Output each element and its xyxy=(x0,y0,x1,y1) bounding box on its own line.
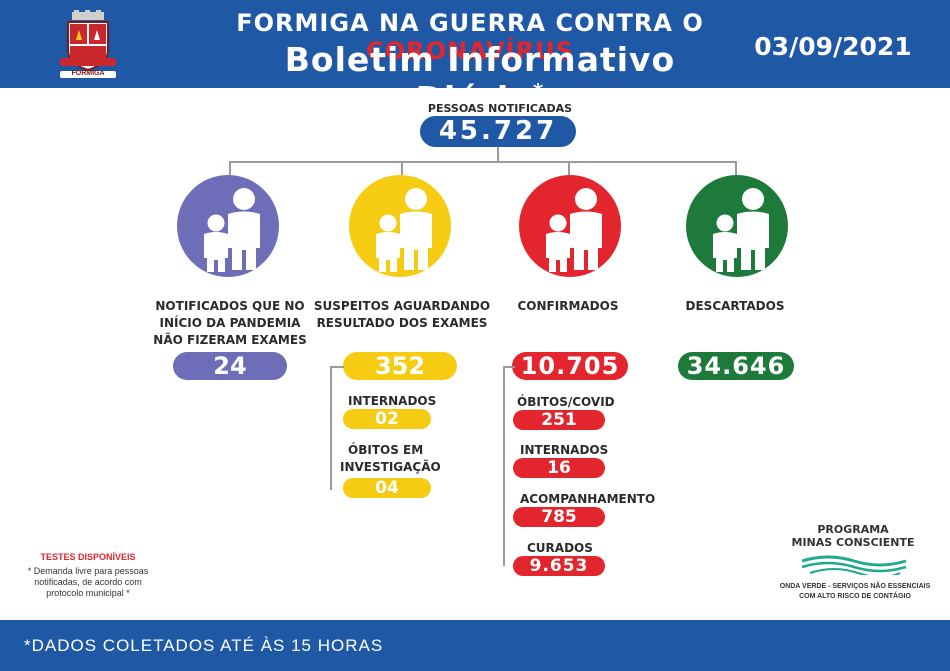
tests-note: * Demanda livre para pessoas notificadas,… xyxy=(27,566,149,598)
category-label-discarded: DESCARTADOS xyxy=(685,299,785,313)
value-confirmed: 10.705 xyxy=(512,352,628,380)
header-title-highlight: CORONAVÍRUS xyxy=(366,37,574,65)
confirmed-deaths-value: 251 xyxy=(513,410,605,430)
header-bar xyxy=(0,0,950,88)
confirmed-hospitalized-value: 16 xyxy=(513,458,605,478)
category-label-no-exam: NOTIFICADOS QUE NO INÍCIO DA PANDEMIA NÃO … xyxy=(153,299,307,347)
value-no-exam: 24 xyxy=(173,352,287,380)
connector-branch-1 xyxy=(229,161,231,175)
confirmed-hospitalized-label: INTERNADOS xyxy=(520,443,609,457)
category-label-confirmed: CONFIRMADOS xyxy=(517,299,619,313)
connector-branch-3 xyxy=(568,161,570,175)
suspects-hospitalized-label: INTERNADOS xyxy=(348,394,437,408)
family-icon-suspects xyxy=(348,174,452,278)
suspects-hospitalized-value: 02 xyxy=(343,409,431,429)
connector-branch-4 xyxy=(735,161,737,175)
value-suspects: 352 xyxy=(343,352,457,380)
city-crest-logo: FORMIGA xyxy=(58,10,118,80)
family-icon-no-exam xyxy=(176,174,280,278)
program-title: PROGRAMA MINAS CONSCIENTE xyxy=(791,523,915,549)
suspects-subtree-line xyxy=(330,366,332,490)
category-label-suspects: SUSPEITOS AGUARDANDO RESULTADO DOS EXAMES xyxy=(313,299,491,330)
connector-branch-2 xyxy=(401,161,403,175)
header-subtitle: Boletim Informativo Diário* xyxy=(245,40,715,118)
crest-text: FORMIGA xyxy=(71,70,105,77)
connector-root xyxy=(497,147,499,161)
suspects-deaths-investigation-label: ÓBITOS EM INVESTIGAÇÃO xyxy=(340,443,441,474)
header-subtitle-mark: * xyxy=(532,79,545,103)
header-subtitle-text: Boletim Informativo Diário xyxy=(284,40,676,118)
confirmed-recovered-label: CURADOS xyxy=(527,541,593,555)
header-title-prefix: FORMIGA NA GUERRA CONTRA O xyxy=(236,9,704,37)
tests-title: TESTES DISPONÍVEIS xyxy=(40,552,136,562)
confirmed-deaths-label: ÓBITOS/COVID xyxy=(517,395,615,409)
total-value-pill: 45.727 xyxy=(420,116,576,147)
header-title: FORMIGA NA GUERRA CONTRA O CORONAVÍRUS xyxy=(230,9,710,65)
suspects-deaths-investigation-value: 04 xyxy=(343,478,431,498)
confirmed-monitoring-value: 785 xyxy=(513,507,605,527)
connector-horizontal xyxy=(229,161,737,163)
bulletin-date: 03/09/2021 xyxy=(754,32,912,61)
confirmed-recovered-value: 9.653 xyxy=(513,556,605,576)
confirmed-subtree-line xyxy=(503,366,505,566)
total-label: PESSOAS NOTIFICADAS xyxy=(427,102,573,115)
wave-icon xyxy=(800,553,908,578)
family-icon-confirmed xyxy=(518,174,622,278)
program-wave-text: ONDA VERDE - SERVIÇOS NÃO ESSENCIAIS COM … xyxy=(779,583,931,600)
family-icon-discarded xyxy=(685,174,789,278)
value-discarded: 34.646 xyxy=(678,352,794,380)
confirmed-subtree-tick xyxy=(503,366,515,368)
footer-bar xyxy=(0,620,950,671)
suspects-subtree-tick xyxy=(330,366,344,368)
footer-note: *DADOS COLETADOS ATÉ ÀS 15 HORAS xyxy=(24,636,384,655)
confirmed-monitoring-label: ACOMPANHAMENTO xyxy=(520,492,656,506)
